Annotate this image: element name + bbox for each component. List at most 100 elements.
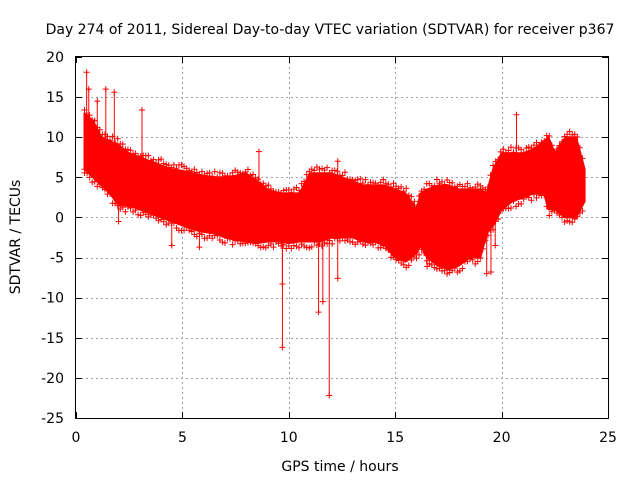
data-point [482, 237, 489, 244]
data-point [347, 176, 354, 183]
data-point [553, 146, 560, 153]
data-point [107, 137, 114, 144]
data-point [278, 190, 285, 197]
data-point [186, 167, 193, 174]
data-point [145, 152, 152, 159]
y-tick-label: 0 [55, 210, 64, 226]
y-tick-label: 5 [55, 170, 64, 186]
data-point [416, 251, 423, 258]
data-point [119, 141, 126, 148]
data-point [260, 180, 267, 187]
data-point [308, 166, 315, 173]
data-point [132, 207, 139, 214]
data-point [362, 176, 369, 183]
x-tick-label: 15 [386, 430, 404, 446]
data-point [507, 204, 514, 211]
data-point [405, 262, 412, 269]
data-point [257, 181, 264, 188]
data-point [227, 235, 234, 242]
data-point [234, 169, 241, 176]
data-point [454, 269, 461, 276]
data-point [484, 184, 491, 191]
data-point [153, 160, 160, 167]
data-point [285, 242, 292, 249]
data-point [441, 181, 448, 188]
data-point [579, 207, 586, 214]
data-point [357, 175, 364, 182]
y-tick-label: -20 [41, 371, 64, 387]
data-point [193, 233, 200, 240]
data-point [387, 183, 394, 190]
data-point [500, 205, 507, 212]
y-tick-label: 15 [46, 90, 64, 106]
data-point [413, 205, 420, 212]
data-point [244, 166, 251, 173]
y-tick-label: -25 [41, 411, 64, 427]
data-point [418, 246, 425, 253]
data-point [472, 184, 479, 191]
outlier-point [115, 218, 122, 225]
data-point [250, 240, 257, 247]
data-point [436, 180, 443, 187]
data-point [410, 253, 417, 260]
data-point [543, 203, 550, 210]
data-point [318, 243, 325, 250]
data-point [234, 237, 241, 244]
data-point [170, 161, 177, 168]
data-point [451, 184, 458, 191]
outlier-point [483, 270, 490, 277]
data-point [505, 147, 512, 154]
data-point [459, 265, 466, 272]
outlier-point [256, 148, 263, 155]
outlier-point [326, 392, 333, 399]
data-point [416, 193, 423, 200]
data-point [520, 196, 527, 203]
data-point [191, 166, 198, 173]
data-point [91, 178, 98, 185]
data-point [347, 238, 354, 245]
data-point [122, 208, 129, 215]
data-point [380, 176, 387, 183]
data-point [114, 135, 121, 142]
data-point [362, 242, 369, 249]
data-point [270, 244, 277, 251]
data-point [285, 186, 292, 193]
data-point [255, 176, 262, 183]
data-point [119, 204, 126, 211]
data-point [523, 145, 530, 152]
data-point [219, 239, 226, 246]
data-point [474, 258, 481, 265]
data-point [147, 157, 154, 164]
data-point [262, 182, 269, 189]
data-point [576, 144, 583, 151]
data-point [341, 237, 348, 244]
x-tick-label: 20 [493, 430, 511, 446]
data-point [324, 164, 331, 171]
data-point [209, 173, 216, 180]
data-point [86, 112, 93, 119]
data-point [247, 172, 254, 179]
data-point [546, 212, 553, 219]
outlier-point [94, 98, 101, 105]
data-point [398, 183, 405, 190]
outlier-point [487, 268, 494, 275]
data-point [372, 239, 379, 246]
data-point [497, 148, 504, 155]
data-point [188, 228, 195, 235]
data-point [283, 245, 290, 252]
data-point [242, 240, 249, 247]
data-point [477, 254, 484, 261]
data-point [124, 146, 131, 153]
data-point [564, 131, 571, 138]
data-point [421, 249, 428, 256]
outlier-point [81, 166, 88, 173]
data-point [479, 245, 486, 252]
data-point [390, 252, 397, 259]
data-point [533, 194, 540, 201]
data-point [339, 234, 346, 241]
data-point [467, 256, 474, 263]
data-point [101, 186, 108, 193]
data-point [484, 232, 491, 239]
x-tick-label: 0 [72, 430, 81, 446]
